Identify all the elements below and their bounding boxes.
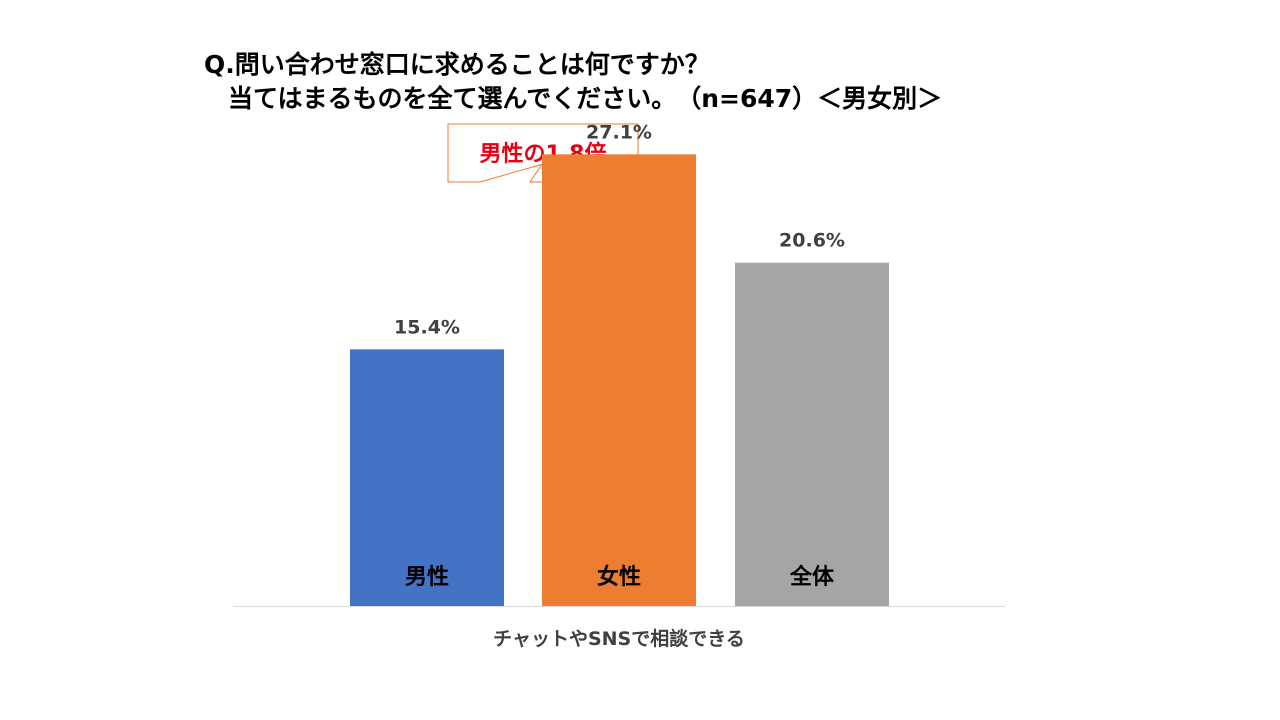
chart-title-line1: Q.問い合わせ窓口に求めることは何ですか？ xyxy=(204,50,710,79)
bars: 15.4% 男性 27.1% 女性 20.6% 全体 xyxy=(350,121,889,607)
chart-title-line2: 当てはまるものを全て選んでください。 （n=647）＜男女別＞ xyxy=(228,84,943,113)
value-label-1: 15.4% xyxy=(394,316,460,338)
x-axis-label: チャットやSNSで相談できる xyxy=(493,627,745,650)
category-label-1: 男性 xyxy=(405,565,449,590)
bar-1 xyxy=(350,349,504,606)
bar-3 xyxy=(735,262,889,606)
value-label-2: 27.1% xyxy=(586,121,652,143)
bar-2 xyxy=(542,154,696,607)
chart-title: Q.問い合わせ窓口に求めることは何ですか？ 当てはまるものを全て選んでください。… xyxy=(204,48,942,116)
value-label-3: 20.6% xyxy=(779,230,845,252)
category-label-3: 全体 xyxy=(789,564,835,590)
category-label-2: 女性 xyxy=(597,564,641,590)
